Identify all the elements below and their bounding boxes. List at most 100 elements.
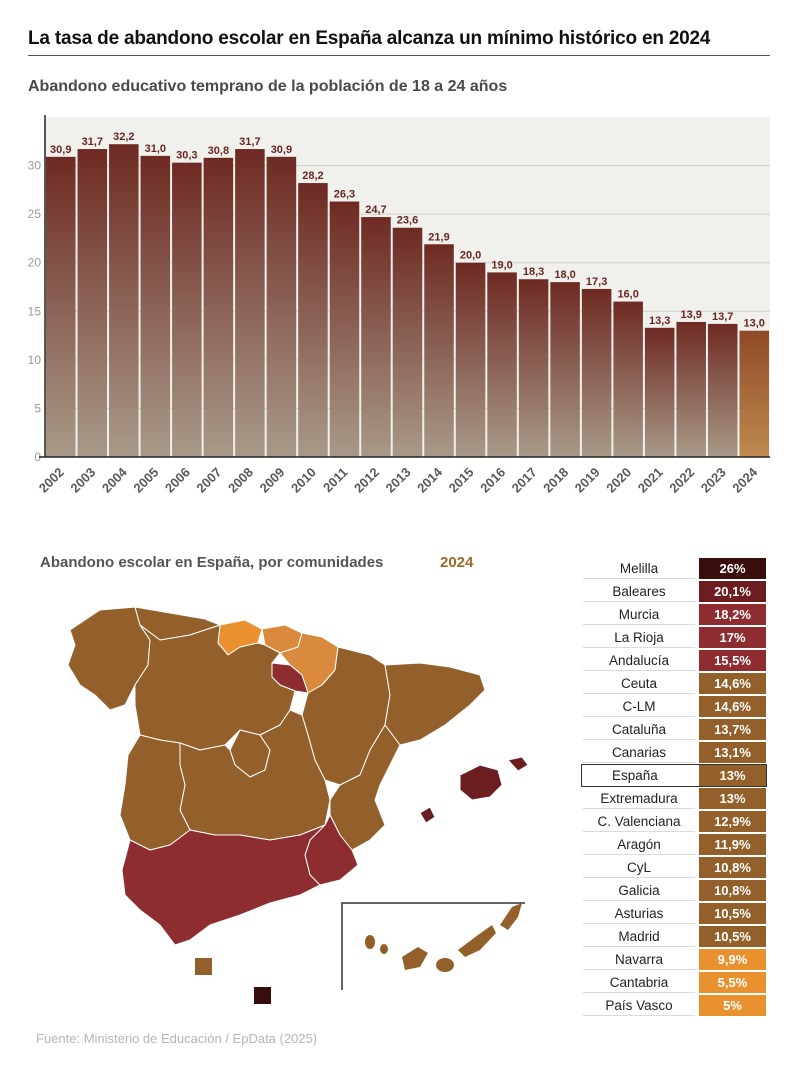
table-row: Navarra 9,9% — [581, 948, 768, 971]
bar — [266, 156, 297, 458]
value-label: 31,7 — [82, 136, 103, 148]
region-value: 15,5% — [699, 650, 766, 671]
x-tick-label: 2017 — [509, 465, 540, 496]
region-canarias — [365, 903, 522, 972]
table-row: Extremadura 13% — [581, 787, 768, 810]
bar — [361, 217, 391, 457]
bar — [235, 149, 265, 458]
region-value: 13,1% — [699, 742, 766, 763]
x-tick-label: 2012 — [351, 465, 382, 496]
region-value: 13,7% — [699, 719, 766, 740]
region-name: Ceuta — [583, 673, 695, 694]
region-name: La Rioja — [583, 627, 695, 648]
table-row: Cantabria 5,5% — [581, 971, 768, 994]
region-name: Baleares — [583, 581, 695, 602]
value-label: 20,0 — [460, 250, 481, 262]
region-value: 12,9% — [699, 811, 766, 832]
x-tick-label: 2011 — [320, 465, 351, 496]
table-row: CyL 10,8% — [581, 856, 768, 879]
y-tick-label: 0 — [34, 450, 41, 464]
y-tick-label: 25 — [28, 207, 42, 221]
bar — [298, 183, 328, 458]
region-value: 10,8% — [699, 857, 766, 878]
x-tick-label: 2007 — [193, 465, 224, 496]
value-label: 13,0 — [744, 318, 765, 330]
bar-chart: 0 5 10 15 20 25 30 30,9 2002 31,7 2003 32,2 2004 31,0… — [28, 115, 770, 496]
x-tick-label: 2016 — [477, 465, 508, 496]
map-title: Abandono escolar en España, por comunida… — [40, 554, 384, 571]
region-name: País Vasco — [583, 995, 695, 1016]
y-tick-label: 15 — [28, 304, 42, 318]
map-year: 2024 — [440, 554, 474, 571]
table-row: Ceuta 14,6% — [581, 672, 768, 695]
region-value: 13% — [699, 788, 766, 809]
value-label: 19,0 — [491, 259, 512, 271]
region-name: Madrid — [583, 926, 695, 947]
x-tick-label: 2009 — [256, 465, 287, 496]
bar — [77, 149, 108, 458]
x-tick-label: 2021 — [635, 465, 666, 496]
x-tick-label: 2022 — [666, 465, 697, 496]
region-andalucia — [121, 824, 326, 946]
x-tick-label: 2024 — [729, 464, 761, 496]
value-label: 21,9 — [428, 231, 449, 243]
region-name: C. Valenciana — [583, 811, 695, 832]
value-label: 13,7 — [712, 311, 733, 323]
x-tick-label: 2019 — [572, 465, 603, 496]
region-name: Melilla — [583, 558, 695, 579]
y-tick-label: 10 — [28, 353, 42, 367]
source-note: Fuente: Ministerio de Educación / EpData… — [36, 1031, 318, 1046]
table-row: Melilla 26% — [581, 557, 768, 580]
title-divider — [28, 55, 770, 56]
region-name: Cataluña — [583, 719, 695, 740]
x-tick-label: 2013 — [383, 465, 414, 496]
table-row: España 13% — [581, 764, 768, 787]
value-label: 30,9 — [50, 144, 71, 156]
region-name: Galicia — [583, 880, 695, 901]
bar — [518, 279, 549, 457]
region-name: Aragón — [583, 834, 695, 855]
value-label: 23,6 — [397, 215, 418, 227]
x-tick-label: 2006 — [162, 465, 193, 496]
region-name: Extremadura — [583, 788, 695, 809]
y-tick-label: 20 — [28, 256, 42, 270]
value-label: 31,0 — [145, 143, 166, 155]
table-row: La Rioja 17% — [581, 626, 768, 649]
canarias-inset-frame — [341, 902, 525, 990]
region-extremadura — [119, 734, 191, 851]
bar — [46, 156, 76, 458]
bar — [109, 144, 139, 457]
bar — [613, 301, 643, 457]
value-label: 31,7 — [239, 136, 260, 148]
region-value: 18,2% — [699, 604, 766, 625]
region-name: Asturias — [583, 903, 695, 924]
table-row: País Vasco 5% — [581, 994, 768, 1017]
page-title: La tasa de abandono escolar en España al… — [28, 28, 711, 49]
bar — [203, 157, 234, 458]
value-label: 24,7 — [365, 204, 386, 216]
table-row: Galicia 10,8% — [581, 879, 768, 902]
region-baleares — [419, 756, 529, 824]
y-tick-label: 30 — [28, 159, 42, 173]
x-tick-label: 2003 — [67, 465, 98, 496]
table-row: C-LM 14,6% — [581, 695, 768, 718]
table-row: Cataluña 13,7% — [581, 718, 768, 741]
value-label: 18,3 — [523, 266, 544, 278]
region-value: 20,1% — [699, 581, 766, 602]
bar — [644, 327, 675, 457]
table-row: Andalucía 15,5% — [581, 649, 768, 672]
table-row: Madrid 10,5% — [581, 925, 768, 948]
region-name: CyL — [583, 857, 695, 878]
bar — [424, 244, 454, 457]
bar — [581, 288, 612, 457]
x-tick-label: 2018 — [540, 465, 571, 496]
value-label: 30,8 — [208, 145, 229, 157]
region-value: 10,5% — [699, 926, 766, 947]
value-label: 28,2 — [302, 170, 323, 182]
bar — [172, 162, 202, 457]
value-label: 18,0 — [554, 269, 575, 281]
region-name: Cantabria — [583, 972, 695, 993]
region-value: 10,5% — [699, 903, 766, 924]
table-row: C. Valenciana 12,9% — [581, 810, 768, 833]
value-label: 32,2 — [113, 131, 134, 143]
